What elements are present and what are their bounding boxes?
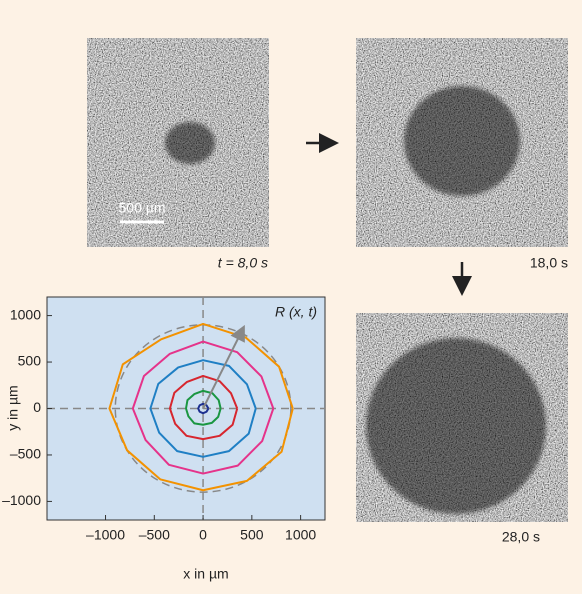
y-tick-label: –1000 bbox=[2, 492, 41, 508]
time-label: t = 8,0 s bbox=[218, 255, 268, 271]
image-1: 500 µm bbox=[87, 38, 269, 247]
contour-line bbox=[168, 374, 239, 441]
x-tick-label: 500 bbox=[240, 527, 264, 543]
y-axis-label: y in µm bbox=[5, 385, 21, 430]
x-tick-label: –1000 bbox=[86, 527, 125, 543]
x-tick-label: 0 bbox=[199, 527, 207, 543]
x-axis-label: x in µm bbox=[183, 566, 228, 582]
contour-line bbox=[131, 340, 275, 475]
y-tick-label: 500 bbox=[18, 353, 42, 369]
time-label: 28,0 s bbox=[502, 529, 540, 545]
contour-line bbox=[149, 359, 257, 458]
x-tick-label: –500 bbox=[139, 527, 170, 543]
x-tick-label: 1000 bbox=[285, 527, 316, 543]
plot bbox=[46, 296, 326, 521]
y-tick-label: 0 bbox=[33, 399, 41, 415]
radius-arrow bbox=[202, 324, 245, 409]
time-label: 18,0 s bbox=[530, 255, 568, 271]
contour-line bbox=[185, 389, 222, 426]
scale-bar-label: 500 µm bbox=[119, 200, 166, 216]
annotation: R (x, t) bbox=[275, 304, 317, 320]
contour-line bbox=[108, 322, 294, 492]
y-tick-label: –500 bbox=[10, 446, 41, 462]
image-3 bbox=[356, 313, 568, 522]
image-2 bbox=[356, 38, 568, 247]
y-tick-label: 1000 bbox=[10, 306, 41, 322]
